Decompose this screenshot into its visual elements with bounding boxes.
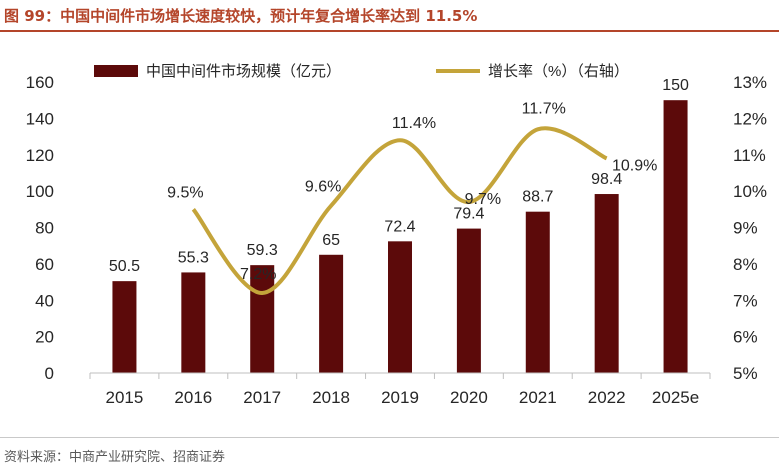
bar-value-label: 55.3: [178, 249, 209, 266]
bar: [319, 254, 344, 373]
right-tick-label: 6%: [733, 328, 758, 347]
x-axis: 2015 2016 2017 2018 2019 2020 2021 2022 2025e: [89, 372, 711, 407]
right-tick-label: 12%: [733, 109, 767, 128]
x-tick-label: 2020: [450, 388, 488, 407]
bar-value-label: 98.4: [591, 171, 622, 188]
right-tick-label: 11%: [733, 146, 766, 165]
bar-value-label: 88.7: [522, 189, 553, 206]
left-tick-label: 0: [45, 364, 54, 383]
x-tick-label: 2021: [519, 388, 557, 407]
line-value-label: 9.6%: [305, 179, 341, 196]
line-value-label: 9.5%: [167, 184, 203, 201]
title-bar: 图 99：中国中间件市场增长速度较快，预计年复合增长率达到 11.5%: [0, 0, 779, 32]
bar-value-label: 59.3: [247, 242, 278, 259]
left-tick-label: 160: [26, 73, 54, 92]
title-divider: [0, 30, 779, 32]
left-tick-label: 100: [26, 182, 54, 201]
x-tick-label: 2017: [243, 388, 281, 407]
right-tick-label: 7%: [733, 291, 758, 310]
right-tick-label: 13%: [733, 73, 767, 92]
source-divider: [0, 437, 779, 438]
bar: [388, 241, 412, 373]
x-tick-label: 2016: [174, 388, 212, 407]
bar-value-label: 65: [322, 232, 340, 249]
bar: [525, 211, 550, 373]
line-value-label: 10.9%: [612, 157, 657, 174]
bar-value-label: 72.4: [384, 218, 415, 235]
combo-chart: 0 20 40 60 80 100 120 140 160 5% 6% 7% 8% 9% 10% 11% 12…: [26, 63, 767, 407]
x-tick-label: 2019: [381, 388, 419, 407]
x-tick-label: 2022: [588, 388, 626, 407]
legend-line-label: 增长率（%）（右轴）: [488, 63, 629, 80]
left-tick-label: 20: [35, 328, 54, 347]
bar-value-label: 79.4: [453, 206, 484, 223]
right-tick-label: 8%: [733, 255, 758, 274]
bar: [594, 194, 619, 373]
legend-bar-swatch: [94, 65, 138, 77]
right-y-axis: 5% 6% 7% 8% 9% 10% 11% 12% 13%: [733, 73, 767, 383]
source-note: 资料来源：中商产业研究院、招商证券: [4, 450, 226, 465]
right-tick-label: 10%: [733, 182, 767, 201]
line-value-label: 7.2%: [240, 266, 276, 283]
line-value-label: 11.4%: [392, 115, 436, 132]
left-tick-label: 60: [35, 255, 54, 274]
bar-series: 50.5 55.3 59.3 65 72.4 79.4 88.7 98.4 150: [109, 77, 689, 373]
bar: [250, 265, 275, 373]
line-value-label: 9.7%: [465, 191, 501, 208]
left-tick-label: 120: [26, 146, 54, 165]
bar-value-label: 50.5: [109, 258, 140, 275]
right-tick-label: 5%: [733, 364, 758, 383]
bar: [112, 281, 137, 373]
growth-rate-line: [191, 126, 608, 295]
bar: [181, 272, 206, 373]
left-y-axis: 0 20 40 60 80 100 120 140 160: [26, 73, 54, 383]
x-tick-label: 2015: [106, 388, 144, 407]
x-tick-label: 2018: [312, 388, 350, 407]
x-tick-label: 2025e: [652, 388, 699, 407]
line-series: 9.5% 7.2% 9.6% 11.4% 9.7% 11.7% 10.9%: [167, 100, 657, 295]
bar: [663, 100, 688, 373]
line-value-label: 11.7%: [522, 100, 566, 117]
right-tick-label: 9%: [733, 219, 758, 238]
left-tick-label: 80: [35, 219, 54, 238]
legend-bar-label: 中国中间件市场规模（亿元）: [146, 63, 341, 80]
legend: 中国中间件市场规模（亿元） 增长率（%）（右轴）: [94, 63, 629, 80]
left-tick-label: 140: [26, 109, 54, 128]
figure-title: 图 99：中国中间件市场增长速度较快，预计年复合增长率达到 11.5%: [4, 7, 478, 25]
left-tick-label: 40: [35, 291, 54, 310]
bar-value-label: 150: [662, 77, 689, 94]
bar: [456, 228, 481, 373]
